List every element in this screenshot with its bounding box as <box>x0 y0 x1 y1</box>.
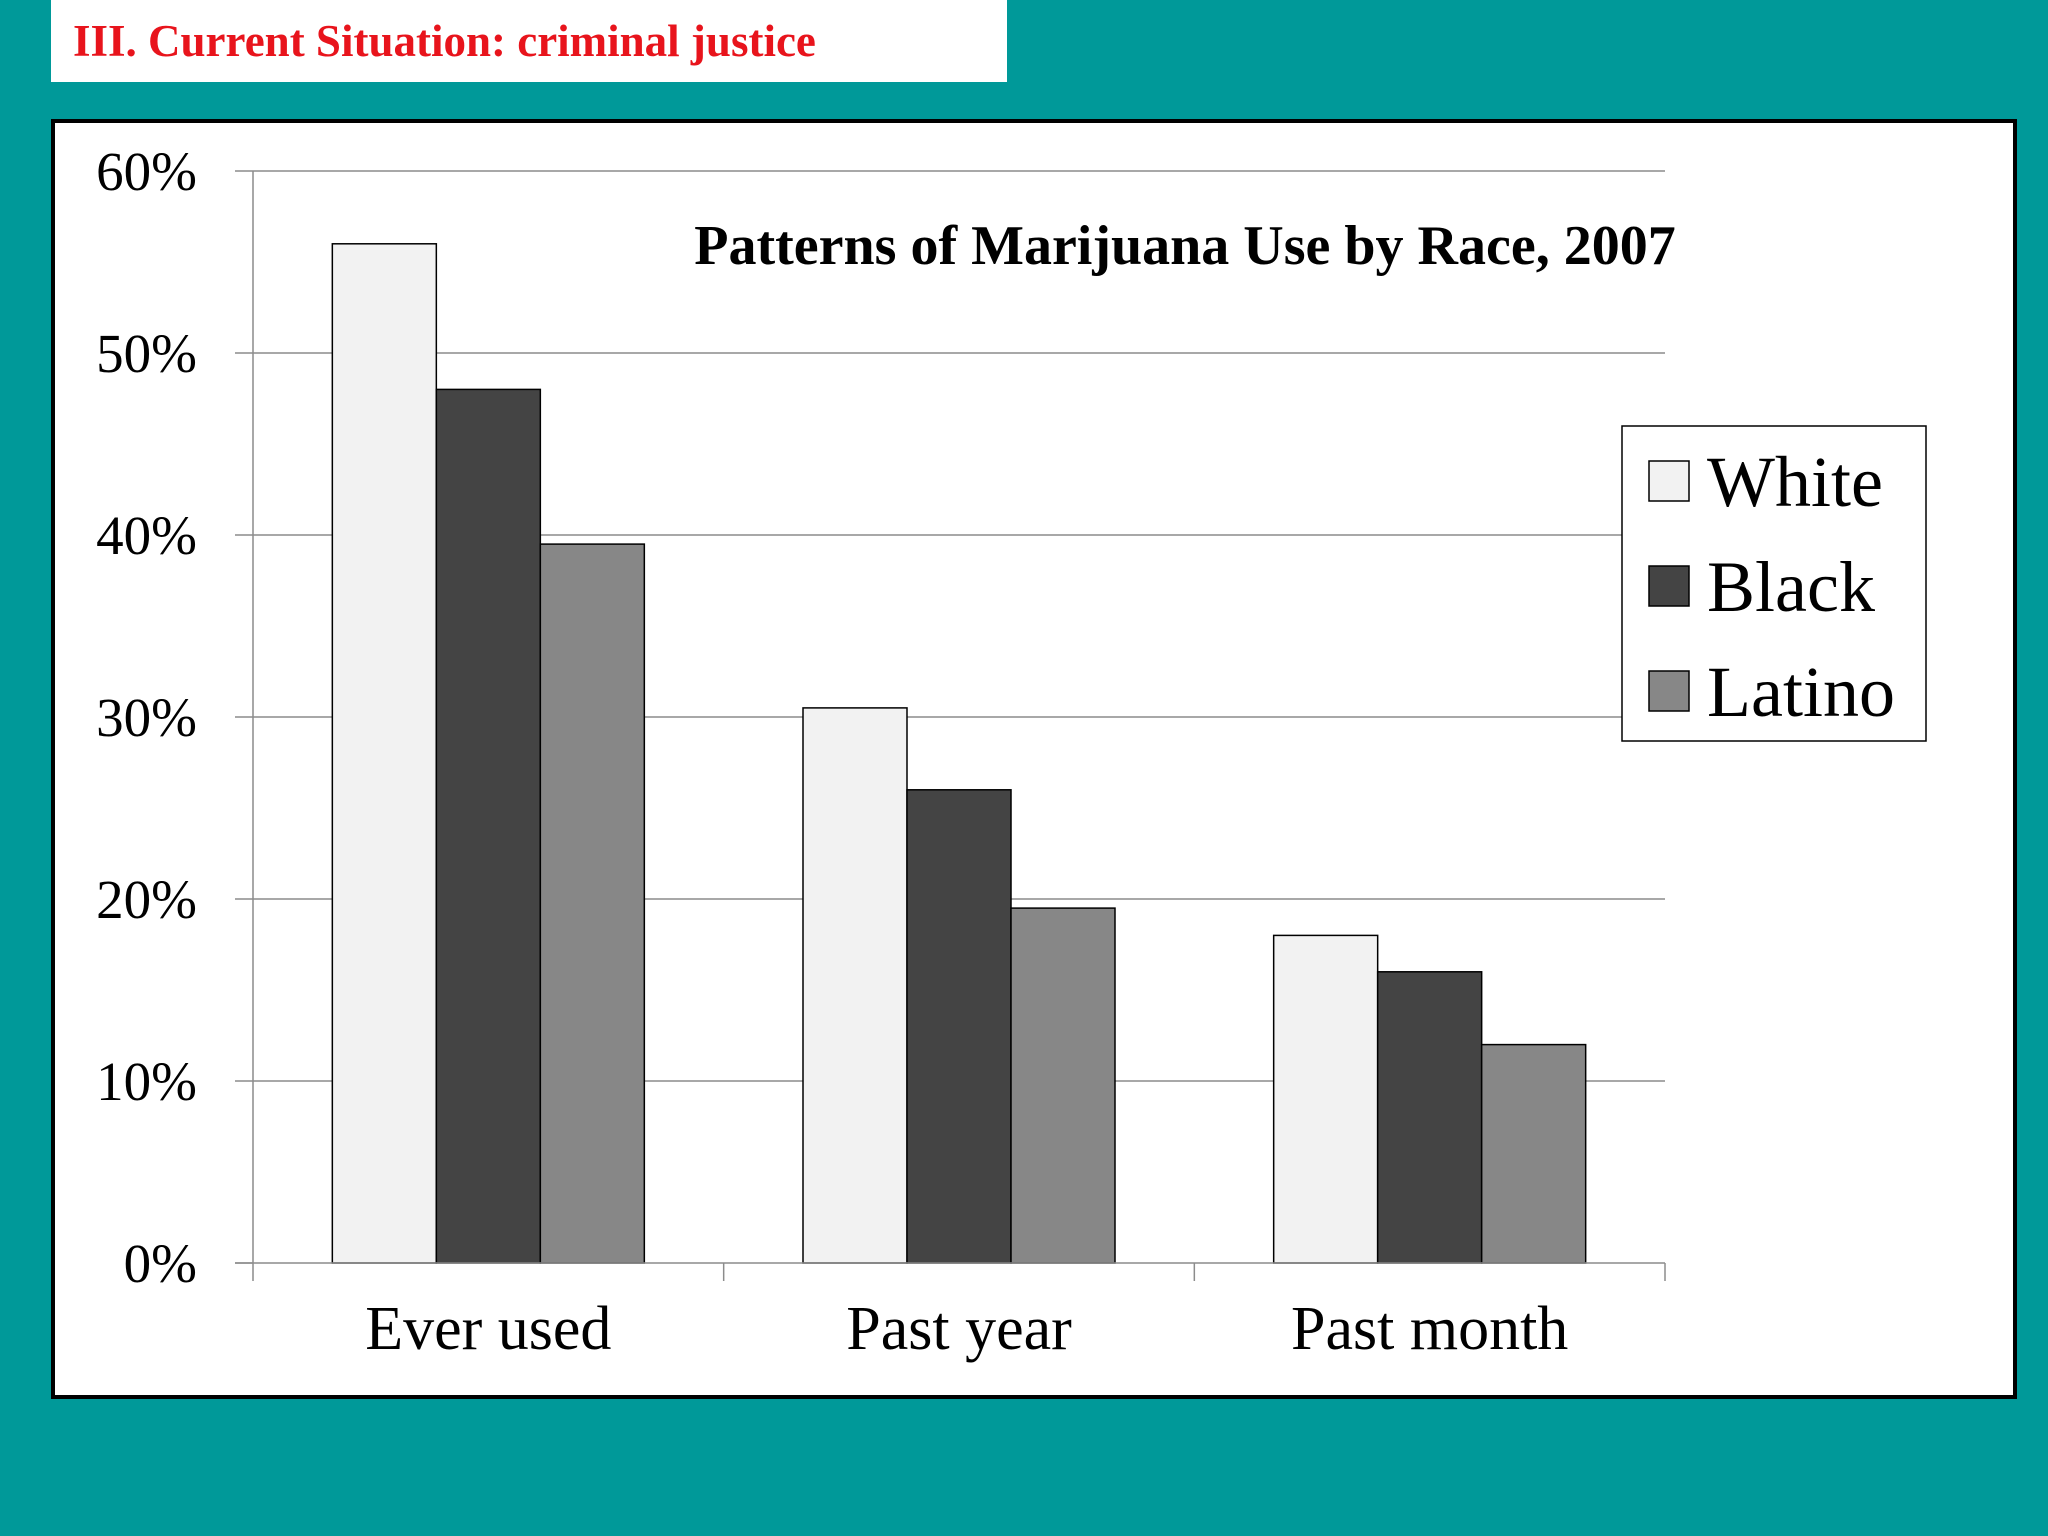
y-tick-label: 60% <box>96 141 197 202</box>
legend-swatch-latino <box>1648 670 1690 712</box>
legend: White Black Latino <box>1621 425 1927 742</box>
legend-label-black: Black <box>1707 547 1875 627</box>
bar-white-ever-used <box>331 243 438 1264</box>
bar-black-past-year <box>906 789 1012 1264</box>
y-tick-label: 30% <box>96 687 197 748</box>
bars <box>331 243 1587 1264</box>
bar-latino-past-month <box>1480 1043 1587 1264</box>
bar-latino-past-year <box>1010 907 1116 1264</box>
category-label: Past month <box>1291 1295 1568 1363</box>
bar-latino-ever-used <box>539 543 646 1264</box>
bar-black-ever-used <box>435 388 542 1264</box>
legend-label-white: White <box>1707 442 1883 522</box>
legend-swatch-white <box>1648 460 1690 502</box>
legend-swatch-black <box>1648 565 1690 607</box>
bar-chart: 0% 10% 20% 30% 40% 50% 60% Ever used Past year P… <box>96 141 1927 1363</box>
category-label: Ever used <box>365 1295 611 1363</box>
slide-title: III. Current Situation: criminal justice <box>73 16 816 66</box>
bar-white-past-month <box>1272 934 1379 1264</box>
y-axis-ticks: 0% 10% 20% 30% 40% 50% 60% <box>96 141 253 1294</box>
y-tick-label: 50% <box>96 323 197 384</box>
category-labels: Ever used Past year Past month <box>365 1295 1568 1363</box>
y-tick-label: 0% <box>124 1233 197 1294</box>
y-tick-label: 40% <box>96 505 197 566</box>
bar-black-past-month <box>1376 971 1483 1264</box>
y-tick-label: 10% <box>96 1051 197 1112</box>
y-tick-label: 20% <box>96 869 197 930</box>
legend-label-latino: Latino <box>1707 652 1895 732</box>
axes <box>235 171 1666 1281</box>
slide-header: III. Current Situation: criminal justice <box>51 0 1007 82</box>
bar-white-past-year <box>802 707 908 1264</box>
chart-title: Patterns of Marijuana Use by Race, 2007 <box>694 215 1675 277</box>
chart-frame: 0% 10% 20% 30% 40% 50% 60% Ever used Past year P… <box>51 119 2017 1399</box>
category-label: Past year <box>846 1295 1072 1363</box>
